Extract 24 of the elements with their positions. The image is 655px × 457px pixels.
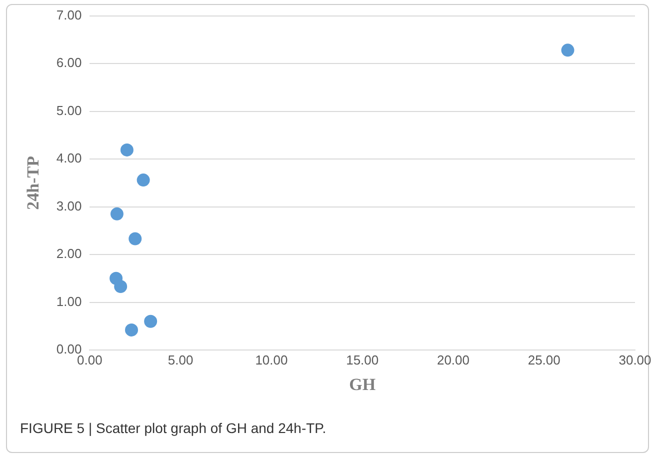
y-tick-label: 6.00	[56, 55, 82, 70]
y-tick-label: 5.00	[56, 102, 82, 118]
y-axis-title: 24h-TP	[24, 156, 43, 210]
point	[128, 232, 142, 246]
y-tick-label: 7.00	[56, 7, 82, 22]
point	[114, 280, 128, 293]
point	[136, 174, 150, 187]
y-tick-label: 3.00	[56, 198, 82, 214]
point	[120, 143, 134, 156]
point	[110, 207, 124, 220]
x-tick-label: 15.00	[346, 352, 379, 368]
y-tick-label: 1.00	[56, 294, 82, 309]
y-tick-label: 4.00	[56, 150, 82, 166]
x-tick-label: 30.00	[618, 352, 652, 368]
x-tick-label: 25.00	[528, 352, 560, 368]
x-tick-label: 10.00	[255, 352, 288, 368]
x-tick-label: 20.00	[436, 352, 470, 368]
point	[125, 323, 138, 336]
x-tick-label: 5.00	[168, 352, 194, 368]
point	[561, 44, 574, 57]
y-tick-label: 2.00	[56, 246, 82, 262]
x-axis-title: GH	[349, 375, 376, 394]
caption: FIGURE 5 | Scatter plot graph of GH and 24h-TP.	[20, 420, 326, 436]
point	[144, 314, 158, 328]
